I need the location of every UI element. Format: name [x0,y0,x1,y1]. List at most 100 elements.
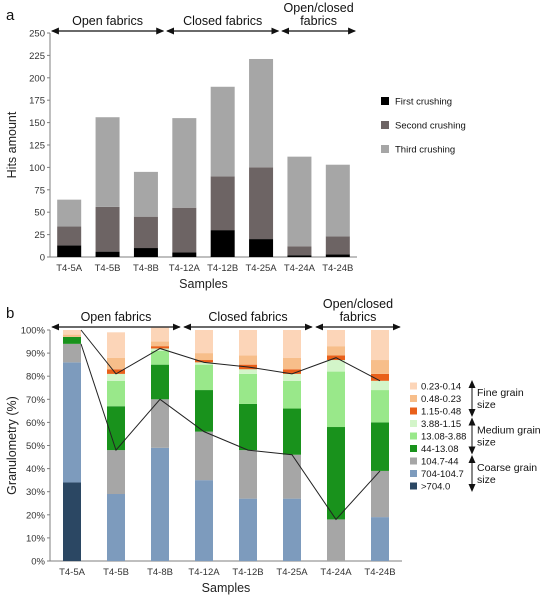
y-tick-label: 175 [29,96,45,107]
bar-segment [239,498,257,561]
y-tick-label: 150 [29,118,45,129]
bar-segment [195,480,213,561]
connector-line [80,329,381,382]
bar-segment [57,245,82,257]
bar-segment [195,431,213,481]
bar-segment [283,357,301,370]
bar-segment [95,251,120,257]
y-tick-label: 100 [29,163,45,174]
legend-label: 0.48-0.23 [421,394,461,405]
bar-segment [287,255,312,257]
bar-segment [151,350,169,365]
y-tick-label: 0% [31,557,45,568]
bar-segment [151,348,169,351]
legend-label: 704-104.7 [421,469,464,480]
y-tick-label: 60% [26,418,46,429]
group-label: Open fabrics [81,310,152,324]
bar-segment [210,86,235,177]
bar-segment [327,360,345,372]
bar-segment [107,406,125,451]
group-label: Open/closed fabrics [323,297,393,324]
y-tick-label: 70% [26,395,46,406]
group-label: Open fabrics [72,14,143,28]
bar-segment [327,330,345,347]
bar-segment [239,355,257,365]
bar-segment [195,353,213,361]
bar-segment [107,332,125,358]
bar-segment [371,470,389,518]
bar-segment [239,403,257,451]
bar-segment [371,422,389,471]
legend-swatch [410,420,417,427]
bar-segment [371,373,389,381]
legend-label: 13.08-3.88 [421,432,466,443]
group-label: Closed fabrics [208,310,287,324]
bar-segment [249,58,274,168]
bar-segment [283,498,301,561]
bar-segment [325,254,350,257]
bar-segment [63,330,81,335]
x-tick-label: T4-25A [245,263,277,274]
bar-segment [210,230,235,257]
bar-segment [371,330,389,361]
bar-segment [283,369,301,374]
x-tick-label: T4-25A [276,567,308,578]
y-tick-label: 225 [29,51,45,62]
panel-label: a [6,7,15,24]
connector-line [80,343,381,521]
bar-segment [63,362,81,483]
y-tick-label: 10% [26,533,46,544]
bar-segment [63,482,81,561]
x-axis-title: Samples [202,581,251,595]
bar-segment [151,327,169,342]
group-label: Closed fabrics [183,14,262,28]
legend-label: Second crushing [395,121,466,132]
y-tick-label: 100% [21,326,46,337]
legend-swatch [410,432,417,440]
group-label: Open/closed fabrics [284,1,354,28]
bar-segment [239,450,257,499]
y-tick-label: 0 [40,253,45,264]
y-tick-label: 80% [26,372,46,383]
bar-segment [371,360,389,374]
bar-segment [133,216,158,249]
legend-label: 3.88-1.15 [421,419,461,430]
y-tick-label: 90% [26,349,46,360]
bar-segment [151,447,169,561]
y-axis-title: Granulometry (%) [5,396,19,495]
x-tick-label: T4-12B [207,263,238,274]
legend-swatch [410,470,417,477]
bar-segment [327,427,345,520]
legend-bracket-label: Coarse grain size [477,462,537,486]
bar-segment [95,206,120,252]
bar-segment [107,450,125,495]
bar-segment [63,343,81,363]
bar-segment [195,330,213,354]
y-tick-label: 250 [29,29,45,40]
bar-segment [283,373,301,381]
y-tick-label: 40% [26,464,46,475]
x-axis-title: Samples [179,277,228,291]
bar-segment [283,330,301,358]
bar-segment [57,226,82,246]
x-tick-label: T4-12A [188,567,220,578]
y-tick-label: 75 [34,185,45,196]
bar-segment [107,369,125,374]
bar-segment [95,117,120,207]
y-tick-label: 20% [26,510,46,521]
bar-segment [195,364,213,391]
legend-bracket-label: Medium grain size [477,425,541,449]
panel-label: b [6,305,14,322]
bar-segment [283,454,301,499]
legend-swatch [381,145,389,153]
x-tick-label: T4-24B [322,263,353,274]
legend-swatch [410,382,417,390]
bar-segment [210,176,235,231]
bar-segment [151,399,169,448]
bar-segment [107,357,125,370]
bar-segment [287,156,312,247]
legend-bracket-label: Fine grain size [477,387,524,411]
y-axis-title: Hits amount [5,111,19,178]
y-tick-label: 125 [29,141,45,152]
